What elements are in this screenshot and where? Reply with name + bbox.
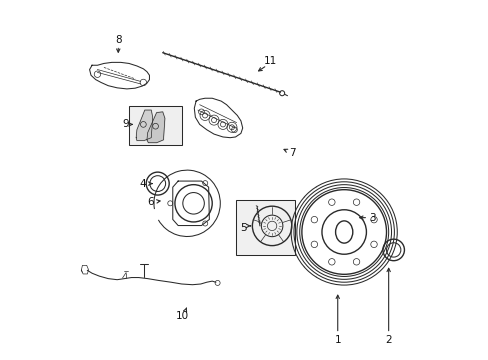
Text: 6: 6 (147, 197, 154, 207)
Text: 1: 1 (334, 334, 340, 345)
Text: 10: 10 (176, 311, 189, 320)
Polygon shape (136, 110, 152, 140)
Text: 5: 5 (240, 224, 246, 233)
Text: 4: 4 (139, 179, 145, 189)
Text: 7: 7 (289, 148, 296, 158)
Text: 11: 11 (264, 56, 277, 66)
Text: 9: 9 (122, 120, 129, 129)
Text: 2: 2 (385, 334, 391, 345)
Text: 8: 8 (115, 35, 122, 45)
Text: 3: 3 (369, 213, 375, 222)
Bar (129, 106, 182, 145)
Bar (235, 200, 294, 255)
Polygon shape (147, 112, 164, 143)
